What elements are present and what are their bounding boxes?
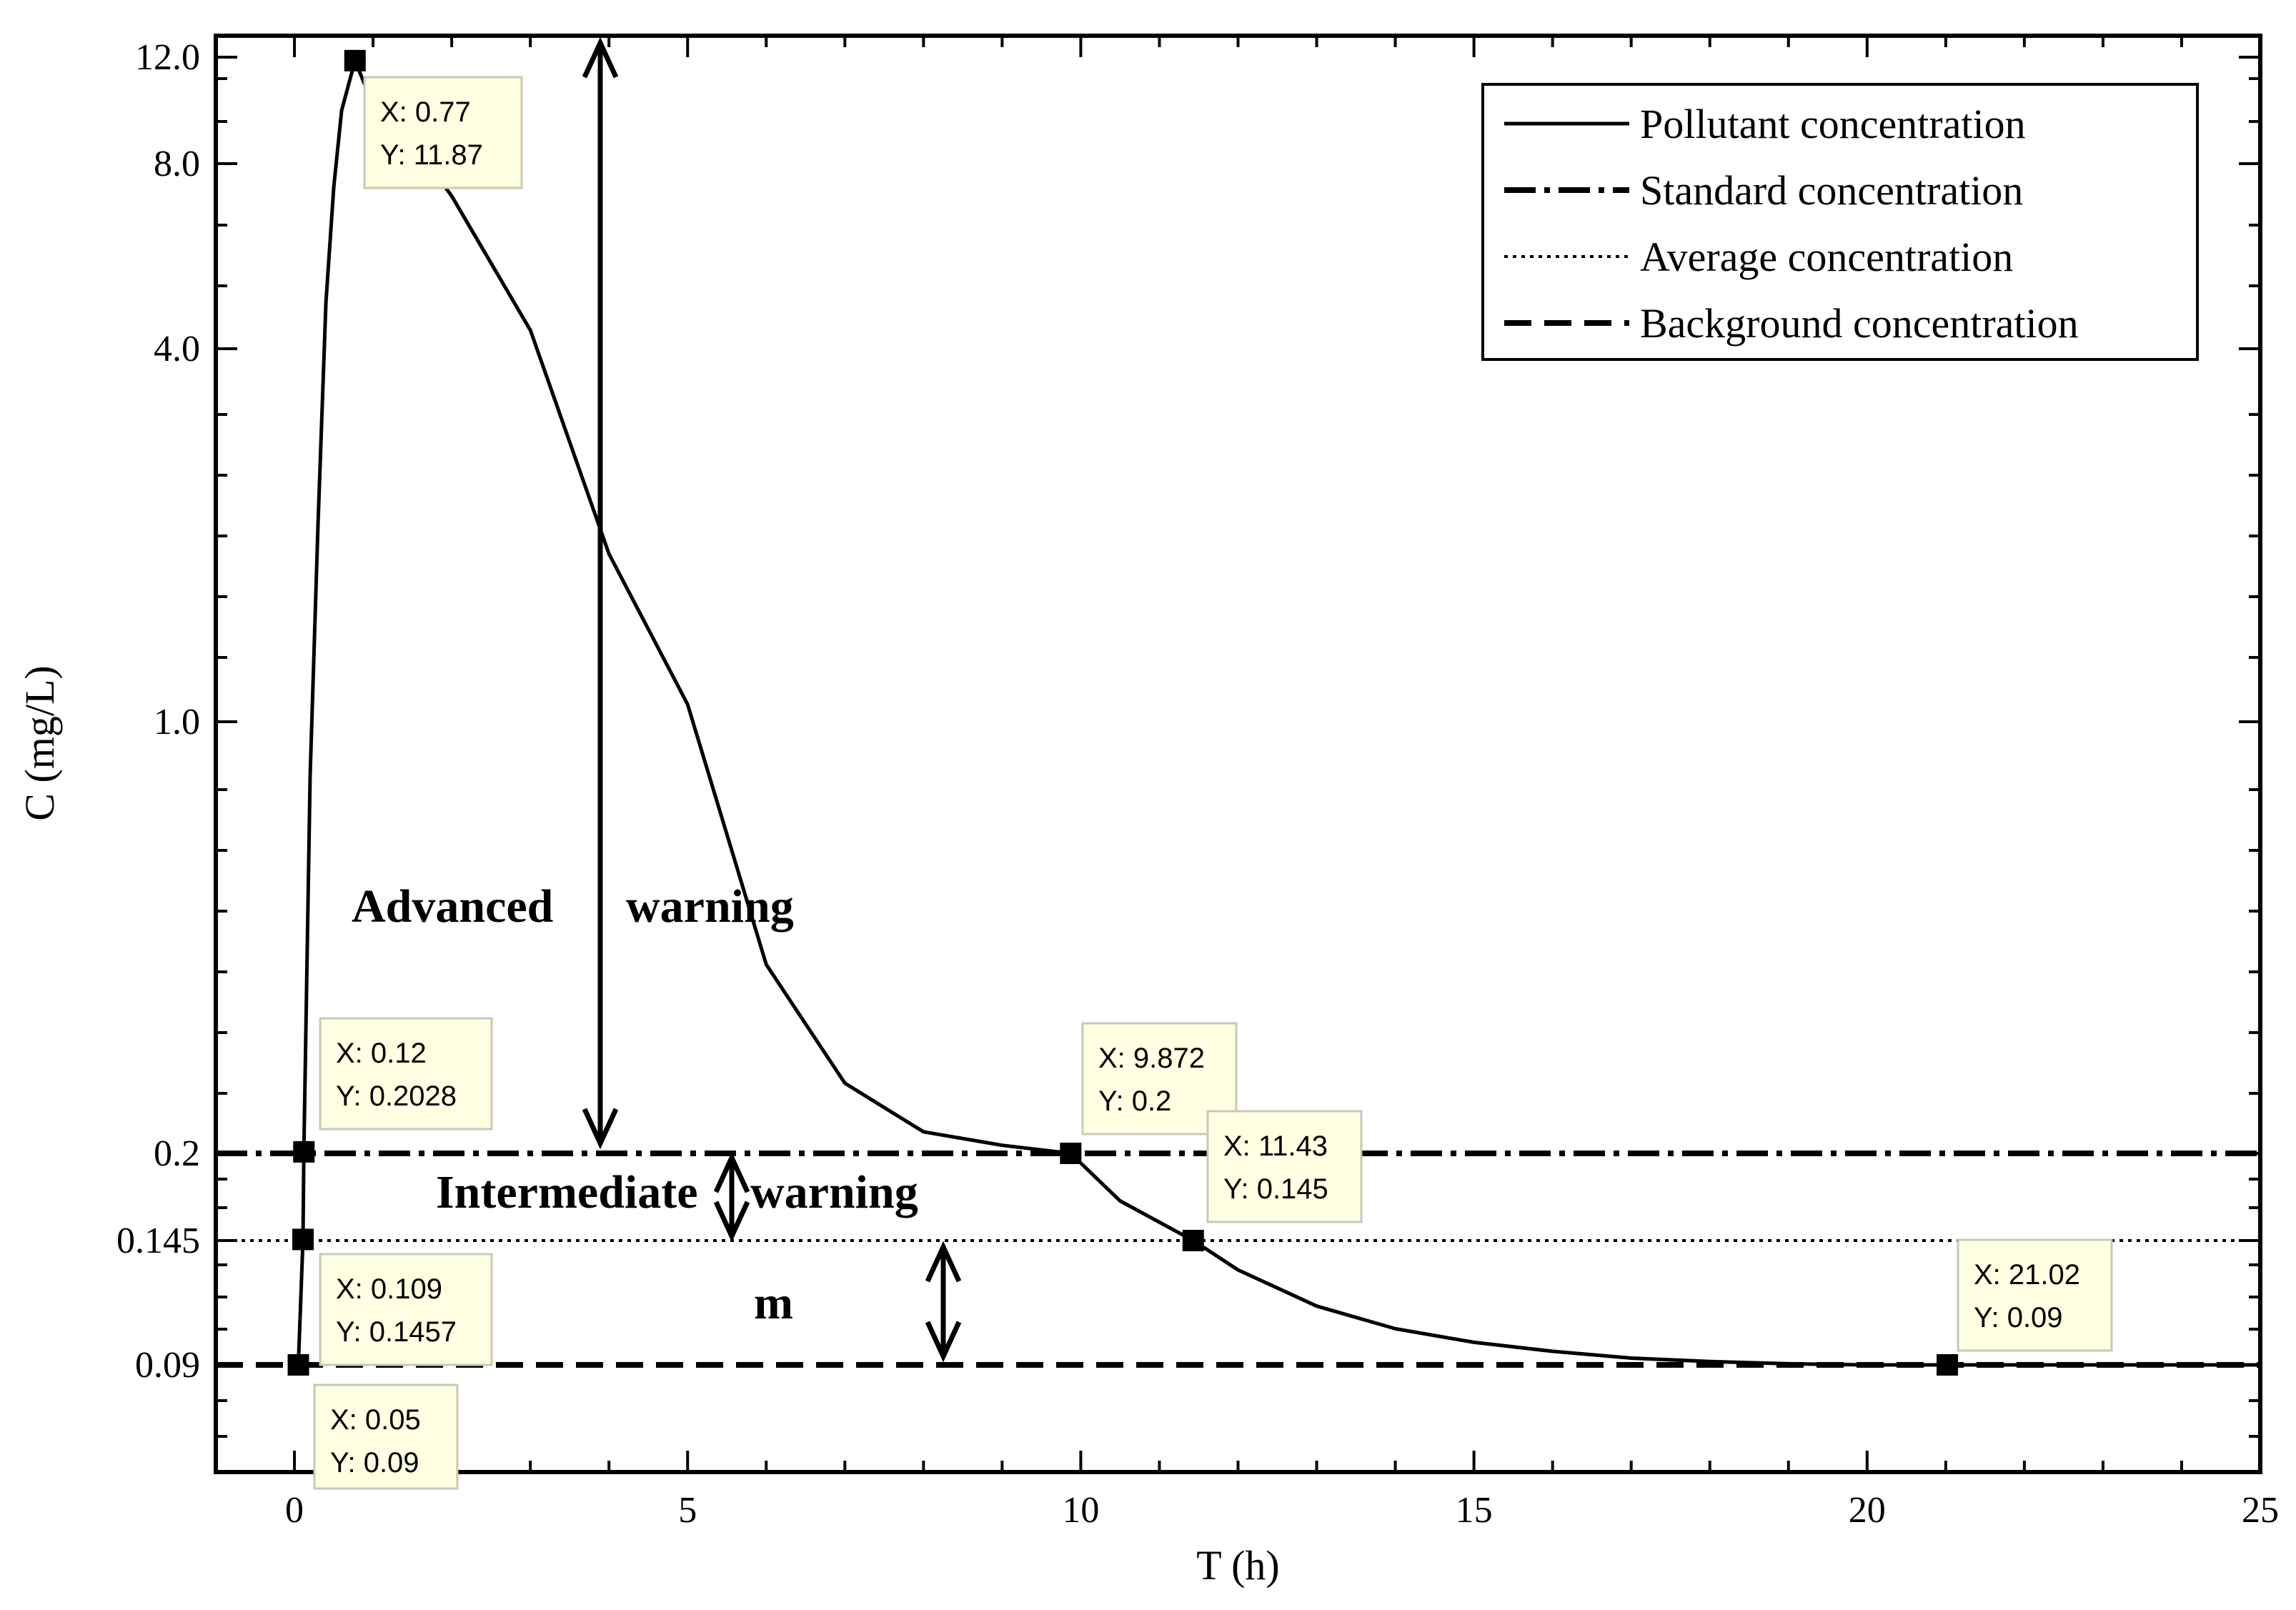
annotation-advanced: Advanced: [352, 880, 553, 933]
datatip-y-text: Y: 0.09: [1974, 1302, 2063, 1333]
datatip-y-text: Y: 0.09: [330, 1447, 419, 1479]
x-tick-label: 20: [1849, 1490, 1886, 1531]
datatip-y-text: Y: 11.87: [380, 139, 483, 171]
x-tick-label: 25: [2242, 1490, 2279, 1531]
annotation-arrowhead-up: [582, 36, 619, 79]
datatip-marker: [292, 1228, 314, 1251]
annotation-arrowhead-down: [925, 1321, 962, 1363]
x-tick-label: 5: [678, 1490, 697, 1531]
datatip-box: [1206, 1110, 1363, 1223]
annotation-warning: warning: [626, 880, 794, 933]
datatip-y-text: Y: 0.2028: [336, 1080, 457, 1112]
annotation-arrowhead-up: [925, 1241, 962, 1283]
legend-label: Pollutant concentration: [1640, 101, 2026, 147]
legend-label: Background concentration: [1640, 300, 2079, 347]
datatip-marker: [293, 1141, 315, 1163]
datatip-box: [319, 1017, 493, 1131]
datatip-marker: [344, 49, 366, 71]
x-axis-label: T (h): [1196, 1542, 1280, 1589]
annotation-arrowhead-down: [582, 1108, 619, 1150]
y-tick-label: 0.2: [154, 1133, 200, 1174]
y-tick-label: 4.0: [154, 329, 200, 369]
legend-box: [1481, 83, 2199, 361]
x-tick-label: 0: [285, 1490, 304, 1531]
y-axis-label: C (mg/L): [16, 665, 63, 820]
datatip-y-text: Y: 0.1457: [336, 1316, 457, 1348]
legend-label: Standard concentration: [1640, 167, 2023, 214]
annotation-arrowhead-down: [713, 1201, 750, 1243]
datatip-x-text: X: 11.43: [1223, 1131, 1328, 1162]
datatip-x-text: X: 9.872: [1098, 1043, 1205, 1074]
datatip-box: [1957, 1238, 2113, 1352]
datatip-x-text: X: 0.109: [336, 1273, 442, 1305]
y-tick-label: 1.0: [154, 702, 200, 742]
datatip-box: [313, 1383, 459, 1490]
datatip-x-text: X: 0.05: [330, 1404, 421, 1436]
x-tick-label: 10: [1062, 1490, 1099, 1531]
datatip-box: [319, 1253, 493, 1366]
y-tick-label: 0.145: [116, 1221, 200, 1261]
datatip-box: [363, 76, 523, 189]
annotation-m: m: [754, 1277, 793, 1329]
datatip-x-text: X: 21.02: [1974, 1259, 2080, 1291]
annotation-warning: warning: [750, 1166, 918, 1218]
y-tick-label: 0.09: [135, 1345, 200, 1386]
datatip-y-text: Y: 0.145: [1223, 1173, 1328, 1205]
y-tick-label: 8.0: [154, 144, 200, 184]
datatip-y-text: Y: 0.2: [1098, 1085, 1171, 1117]
datatip-x-text: X: 0.77: [380, 96, 471, 128]
datatip-marker: [287, 1354, 309, 1376]
datatip-x-text: X: 0.12: [336, 1038, 427, 1069]
annotation-arrowhead-up: [713, 1151, 750, 1193]
y-tick-label: 12.0: [135, 37, 200, 78]
x-tick-label: 15: [1456, 1490, 1493, 1531]
datatip-marker: [1937, 1354, 1959, 1376]
annotation-intermediate: Intermediate: [436, 1166, 698, 1218]
datatip-marker: [1060, 1143, 1082, 1164]
datatip-marker: [1182, 1230, 1204, 1251]
legend-label: Average concentration: [1640, 234, 2013, 280]
